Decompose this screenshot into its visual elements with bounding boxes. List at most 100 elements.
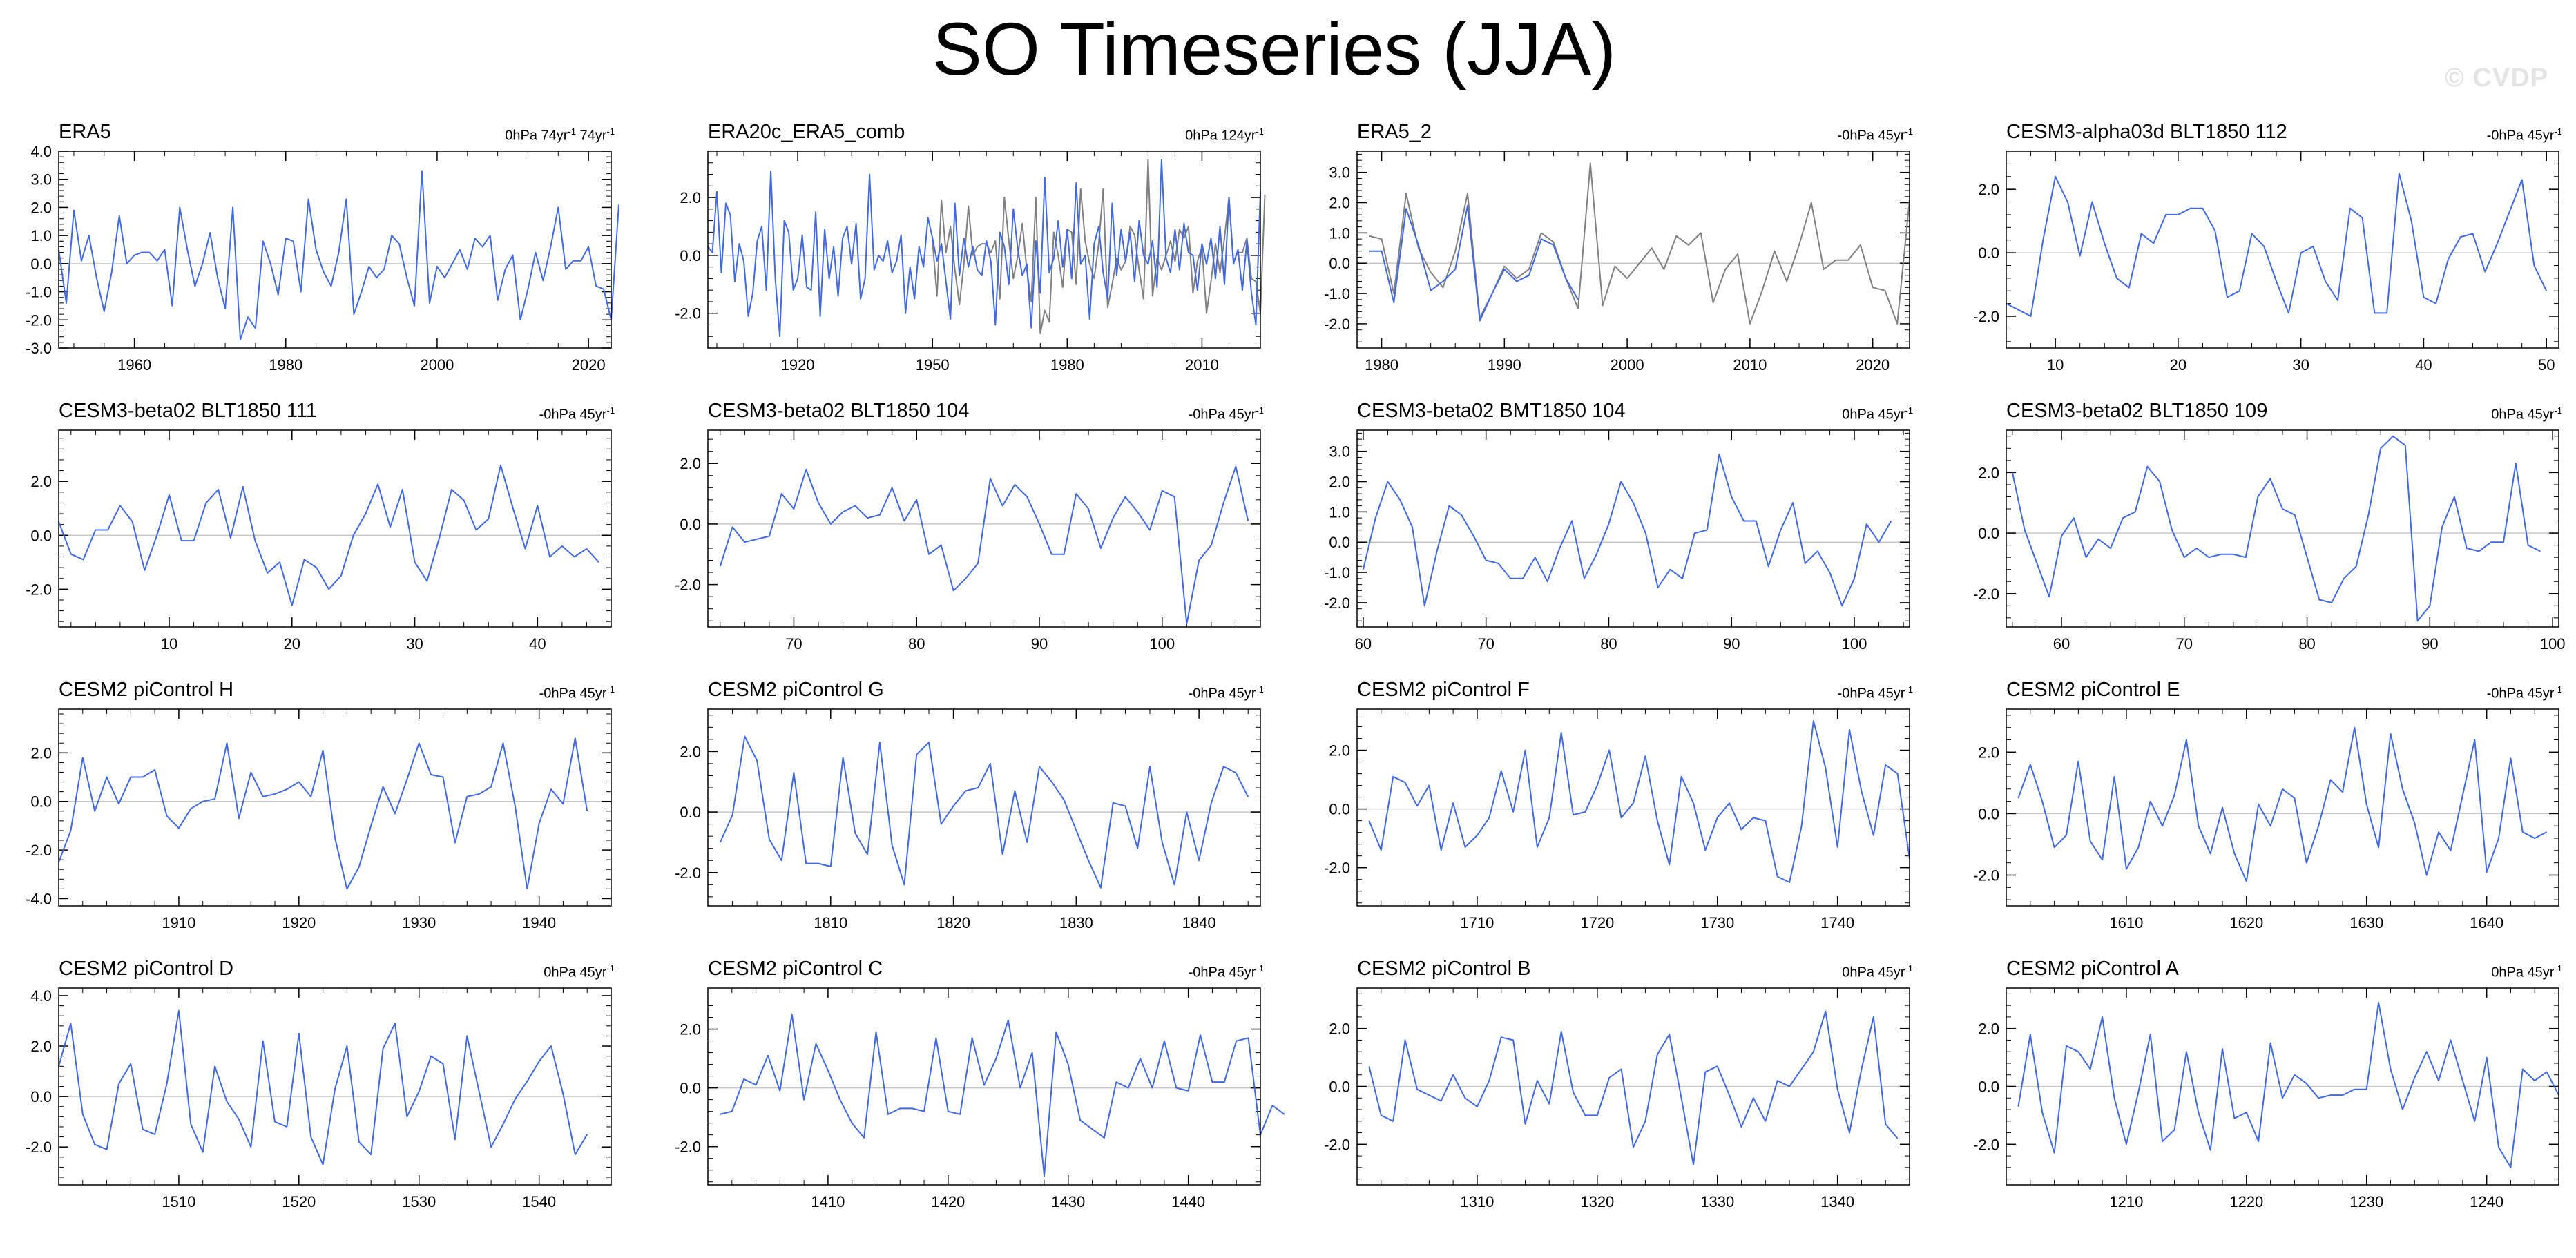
trend-text: 0hPa 45yr — [2491, 965, 2555, 980]
series-line — [2017, 726, 2548, 882]
x-tick-label: 2010 — [1733, 356, 1767, 374]
x-tick-label: 1330 — [1700, 1193, 1734, 1210]
panel-title: CESM2 piControl G — [708, 679, 884, 701]
y-tick-label: 2.0 — [680, 1021, 701, 1038]
x-tick-label: 1930 — [402, 914, 436, 931]
y-tick-label: 2.0 — [30, 199, 52, 216]
y-tick-label: 2.0 — [30, 744, 52, 762]
series-line — [1369, 162, 1910, 325]
series-line — [2017, 1002, 2559, 1168]
trend-exponent: -1 — [2554, 405, 2562, 416]
panel-trend-info: -0hPa 45yr-1 — [1838, 126, 1913, 144]
y-tick-label: 0.0 — [1978, 805, 1999, 822]
chart-panel: CESM2 piControl G -0hPa 45yr-1 1810 1820 183… — [649, 679, 1271, 955]
y-tick-label: 0.0 — [1978, 244, 1999, 262]
chart-panel: CESM2 piControl H -0hPa 45yr-1 1910 1920 193… — [0, 679, 622, 955]
plot-area: 1210 1220 1230 1240 -2.0 0.0 2.0 — [1973, 987, 2559, 1210]
x-tick-label: 90 — [1031, 635, 1048, 652]
series-line — [2011, 435, 2541, 622]
y-tick-label: 0.0 — [30, 255, 52, 273]
y-tick-label: -2.0 — [1324, 1136, 1350, 1153]
x-tick-label: 1210 — [2109, 1193, 2143, 1210]
x-tick-label: 1730 — [1700, 914, 1734, 931]
trend-exponent: -1 — [1905, 684, 1913, 695]
x-tick-label: 20 — [284, 635, 300, 652]
plot-frame — [1356, 429, 1910, 628]
y-tick-label: 4.0 — [30, 143, 52, 160]
series-line — [1368, 720, 1910, 883]
chart-panel: CESM2 piControl F -0hPa 45yr-1 1710 1720 173… — [1298, 679, 1920, 955]
x-tick-label: 2010 — [1185, 356, 1219, 374]
x-tick-label: 30 — [406, 635, 423, 652]
x-tick-label: 10 — [161, 635, 177, 652]
series-line — [719, 465, 1249, 625]
y-tick-label: -2.0 — [1324, 594, 1350, 612]
plot-frame — [707, 429, 1261, 628]
trend-text: 0hPa 45yr — [2491, 407, 2555, 423]
y-tick-label: 1.0 — [1329, 224, 1350, 242]
x-tick-label: 80 — [908, 635, 925, 652]
x-tick-label: 1630 — [2349, 914, 2383, 931]
trend-exponent: -1 — [568, 126, 576, 137]
x-tick-label: 1620 — [2229, 914, 2263, 931]
series-line — [2006, 173, 2548, 317]
panel-title: CESM2 piControl F — [1357, 679, 1530, 701]
panel-trend-info: 0hPa 45yr-1 — [544, 963, 615, 981]
x-tick-label: 1950 — [916, 356, 950, 374]
x-tick-label: 1960 — [117, 356, 151, 374]
chart-panel: CESM3-beta02 BLT1850 109 0hPa 45yr-1 60 70 8… — [1948, 400, 2569, 676]
trend-text: -0hPa 45yr — [2486, 686, 2555, 701]
trend-exponent: -1 — [1256, 684, 1264, 695]
chart-panel: ERA5_2 -0hPa 45yr-1 1980 1990 2000 2010 2020 -2… — [1298, 121, 1920, 397]
x-tick-label: 1710 — [1460, 914, 1494, 931]
x-tick-label: 1980 — [269, 356, 302, 374]
y-tick-label: 0.0 — [680, 516, 701, 533]
plot-frame — [707, 708, 1261, 907]
y-tick-label: -2.0 — [1973, 308, 1999, 325]
trend-exponent: -1 — [2554, 126, 2562, 137]
watermark: © CVDP — [2444, 64, 2548, 93]
y-tick-label: 1.0 — [30, 227, 52, 244]
trend-text: -0hPa 45yr — [1188, 407, 1256, 423]
y-tick-label: 0.0 — [30, 1088, 52, 1105]
x-tick-label: 1510 — [162, 1193, 195, 1210]
chart-panel: CESM3-alpha03d BLT1850 112 -0hPa 45yr-1 10… — [1948, 121, 2569, 397]
x-tick-label: 80 — [2298, 635, 2315, 652]
plot-area: 1510 1520 1530 1540 -2.0 0.0 2.0 4.0 — [26, 987, 612, 1210]
chart-panel: CESM2 piControl C -0hPa 45yr-1 1410 1420 143… — [649, 958, 1285, 1234]
y-tick-label: -1.0 — [1324, 285, 1350, 302]
panel-title: CESM3-beta02 BMT1850 104 — [1357, 400, 1626, 422]
plot-frame — [2006, 151, 2559, 349]
panel-trend-info: -0hPa 45yr-1 — [2487, 126, 2562, 144]
y-tick-label: -2.0 — [26, 311, 52, 329]
trend-text: -0hPa 45yr — [539, 407, 607, 423]
chart-panel: CESM3-beta02 BMT1850 104 0hPa 45yr-1 60 70 8… — [1298, 400, 1920, 676]
x-tick-label: 1410 — [811, 1193, 845, 1210]
trend-exponent: -1 — [1256, 963, 1264, 974]
y-tick-label: 0.0 — [1329, 1078, 1350, 1096]
x-tick-label: 1430 — [1051, 1193, 1085, 1210]
y-tick-label: -4.0 — [26, 890, 52, 907]
chart-panel: CESM3-beta02 BLT1850 104 -0hPa 45yr-1 70 80… — [649, 400, 1271, 676]
plot-frame — [2006, 987, 2559, 1186]
trend-text: 0hPa 124yr — [1185, 128, 1256, 144]
x-tick-label: 80 — [1600, 635, 1617, 652]
panel-trend-info: -0hPa 45yr-1 — [1838, 684, 1913, 702]
y-tick-label: 0.0 — [1978, 525, 1999, 542]
trend-text: -0hPa 45yr — [1837, 686, 1905, 701]
trend-exponent: -1 — [1905, 126, 1913, 137]
x-tick-label: 1980 — [1050, 356, 1084, 374]
y-tick-label: -2.0 — [675, 1139, 701, 1156]
y-tick-label: 3.0 — [1329, 443, 1350, 461]
panel-title: CESM2 piControl C — [708, 958, 883, 980]
panel-title: CESM2 piControl B — [1357, 958, 1531, 980]
plot-area: 1310 1320 1330 1340 -2.0 0.0 2.0 — [1324, 987, 1910, 1210]
panel-trend-info: 0hPa 74yr-1 74yr-1 — [505, 126, 615, 144]
x-tick-label: 1740 — [1820, 914, 1854, 931]
y-tick-label: 0.0 — [1329, 255, 1350, 272]
chart-panel: CESM2 piControl B 0hPa 45yr-1 1310 1320 1330… — [1298, 958, 1920, 1234]
x-tick-label: 1320 — [1580, 1193, 1614, 1210]
x-tick-label: 90 — [1723, 635, 1740, 652]
x-tick-label: 40 — [529, 635, 546, 652]
trend-exponent: -1 — [606, 684, 615, 695]
